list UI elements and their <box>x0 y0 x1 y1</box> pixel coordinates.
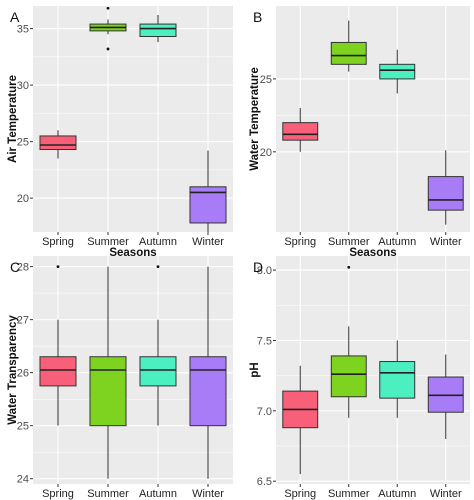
y-tick-label: 25 <box>260 74 272 86</box>
panel-letter: A <box>10 9 20 25</box>
x-tick-label: Winter <box>192 488 224 500</box>
x-tick-label: Summer <box>328 488 370 500</box>
outlier-point <box>106 47 110 51</box>
box-autumn <box>139 265 177 426</box>
box-summer <box>330 265 367 418</box>
panel-letter: C <box>10 259 20 275</box>
box-body <box>379 361 416 399</box>
y-axis-title: pH <box>249 362 261 377</box>
box-winter <box>427 354 464 439</box>
y-tick-label: 20 <box>260 147 272 159</box>
box-winter <box>189 150 227 232</box>
box-spring <box>282 108 319 152</box>
box-body <box>330 41 367 65</box>
y-tick-label: 27 <box>17 315 29 327</box>
y-tick-label: 28 <box>17 262 29 274</box>
y-tick-label: 35 <box>17 24 29 36</box>
x-tick-label: Autumn <box>139 488 177 500</box>
x-tick-label: Autumn <box>139 236 177 248</box>
y-tick-label: 25 <box>17 421 29 433</box>
box-spring <box>39 265 77 426</box>
x-tick-label: Spring <box>42 236 74 248</box>
plot-background <box>276 256 470 484</box>
x-tick-label: Winter <box>430 236 462 248</box>
x-tick-label: Autumn <box>378 236 416 248</box>
y-tick-label: 8.0 <box>257 265 272 277</box>
box-body <box>189 356 227 427</box>
box-winter <box>189 266 227 479</box>
box-summer <box>89 266 127 479</box>
y-axis-title: Water Temperature <box>249 67 261 171</box>
y-axis-title: Water Transparency <box>7 315 19 425</box>
box-body <box>330 355 367 398</box>
y-tick-label: 25 <box>17 137 29 149</box>
outlier-point <box>347 265 351 269</box>
x-tick-label: Autumn <box>378 488 416 500</box>
x-tick-label: Summer <box>328 236 370 248</box>
outlier-point <box>106 6 110 10</box>
box-body <box>139 356 177 387</box>
box-body <box>39 356 77 387</box>
box-body <box>39 135 77 151</box>
box-body <box>379 63 416 80</box>
x-tick-label: Spring <box>284 488 316 500</box>
box-body <box>89 356 127 427</box>
panel-d: 6.5 7.0 7.5 8.0 Spring Summer Autumn Winter pH D <box>249 256 470 500</box>
x-tick-label: Spring <box>284 236 316 248</box>
y-tick-label: 6.5 <box>257 476 272 488</box>
x-tick-label: Winter <box>430 488 462 500</box>
y-tick-label: 20 <box>17 193 29 205</box>
box-body <box>427 176 464 211</box>
panel-c: 24 25 26 27 28 Spring Summer Autumn Winter Water … <box>7 256 233 500</box>
box-summer <box>330 20 367 72</box>
x-tick-label: Winter <box>192 236 224 248</box>
box-body <box>282 122 319 141</box>
x-tick-label: Spring <box>42 488 74 500</box>
y-tick-label: 24 <box>17 474 29 486</box>
y-tick-label: 7.5 <box>257 335 272 347</box>
y-tick-label: 26 <box>17 368 29 380</box>
y-tick-label: 30 <box>17 80 29 92</box>
box-body <box>139 23 177 38</box>
panel-letter: B <box>253 9 262 25</box>
box-autumn <box>379 49 416 94</box>
box-autumn <box>379 340 416 418</box>
x-tick-label: Summer <box>87 488 129 500</box>
box-autumn <box>139 15 177 43</box>
x-tick-label: Summer <box>87 236 129 248</box>
box-spring <box>282 365 319 475</box>
y-tick-label: 7.0 <box>257 406 272 418</box>
box-spring <box>39 130 77 159</box>
box-summer <box>89 6 127 51</box>
outlier-point <box>56 265 60 269</box>
y-axis-title: Air Temperature <box>7 75 19 163</box>
outlier-point <box>156 265 160 269</box>
panel-letter: D <box>253 259 263 275</box>
box-winter <box>427 150 464 225</box>
